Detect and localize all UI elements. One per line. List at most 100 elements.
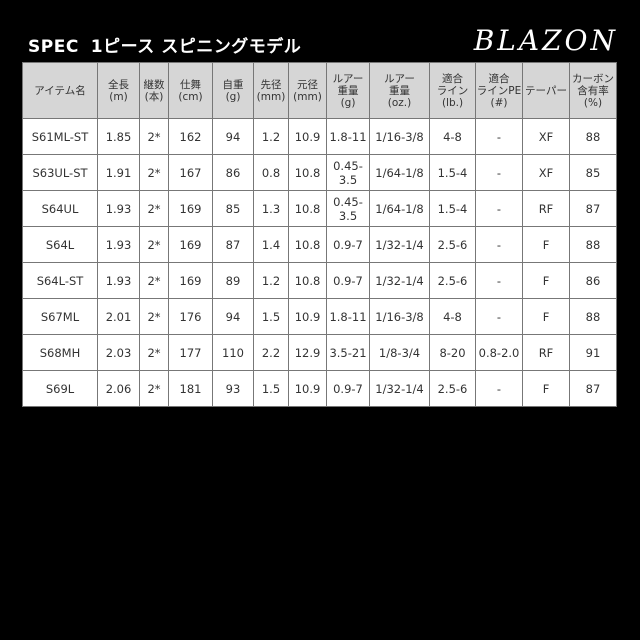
table-cell: 169 <box>168 226 213 263</box>
table-cell: 162 <box>168 118 213 155</box>
table-cell: F <box>522 298 570 335</box>
column-header: 全長 (m) <box>97 62 140 119</box>
item-name-cell: S61ML-ST <box>22 118 98 155</box>
table-cell: 2* <box>139 298 169 335</box>
table-cell: - <box>475 298 523 335</box>
table-cell: 2* <box>139 262 169 299</box>
table-cell: 93 <box>212 370 254 407</box>
item-name-cell: S64UL <box>22 190 98 227</box>
table-cell: 2.03 <box>97 334 140 371</box>
table-cell: 10.9 <box>288 298 327 335</box>
table-cell: 169 <box>168 190 213 227</box>
table-cell: 85 <box>569 154 617 191</box>
column-header: 自重 (g) <box>212 62 254 119</box>
table-cell: - <box>475 118 523 155</box>
table-cell: 88 <box>569 298 617 335</box>
brand-logo: BLAZON <box>473 24 618 57</box>
table-cell: 1/8-3/4 <box>369 334 430 371</box>
table-cell: - <box>475 154 523 191</box>
table-cell: 0.9-7 <box>326 262 370 299</box>
table-cell: 1/64-1/8 <box>369 190 430 227</box>
table-cell: 87 <box>569 190 617 227</box>
table-cell: 8-20 <box>429 334 476 371</box>
table-cell: F <box>522 226 570 263</box>
table-cell: 2.5-6 <box>429 370 476 407</box>
table-cell: 2* <box>139 118 169 155</box>
table-cell: 1.85 <box>97 118 140 155</box>
table-cell: 94 <box>212 118 254 155</box>
table-cell: 1.8-11 <box>326 118 370 155</box>
table-cell: 110 <box>212 334 254 371</box>
table-cell: 177 <box>168 334 213 371</box>
table-cell: - <box>475 370 523 407</box>
spec-label: SPEC <box>28 37 79 57</box>
table-cell: 4-8 <box>429 118 476 155</box>
table-cell: 2* <box>139 370 169 407</box>
table-cell: 10.8 <box>288 190 327 227</box>
table-cell: 169 <box>168 262 213 299</box>
table-cell: XF <box>522 154 570 191</box>
table-cell: 176 <box>168 298 213 335</box>
item-name-cell: S64L <box>22 226 98 263</box>
column-header: ルアー 重量 (g) <box>326 62 370 119</box>
item-name-cell: S68MH <box>22 334 98 371</box>
item-name-cell: S64L-ST <box>22 262 98 299</box>
item-name-cell: S67ML <box>22 298 98 335</box>
table-cell: 1.2 <box>253 118 289 155</box>
table-cell: 2* <box>139 334 169 371</box>
table-cell: 2.2 <box>253 334 289 371</box>
table-cell: 0.8-2.0 <box>475 334 523 371</box>
column-header: 元径 (mm) <box>288 62 327 119</box>
table-cell: 1.93 <box>97 190 140 227</box>
table-cell: 87 <box>569 370 617 407</box>
spec-table: アイテム名 全長 (m) 継数 (本) 仕舞 (cm) 自重 (g) 先径 (mm) 元径 … <box>22 62 617 407</box>
table-cell: 0.8 <box>253 154 289 191</box>
table-cell: F <box>522 370 570 407</box>
table-cell: 1.8-11 <box>326 298 370 335</box>
table-cell: 1.4 <box>253 226 289 263</box>
table-cell: 2* <box>139 154 169 191</box>
header-row: アイテム名 全長 (m) 継数 (本) 仕舞 (cm) 自重 (g) 先径 (mm) 元径 … <box>22 62 617 119</box>
table-cell: 1/32-1/4 <box>369 262 430 299</box>
table-cell: 1.5-4 <box>429 154 476 191</box>
table-cell: 167 <box>168 154 213 191</box>
table-cell: - <box>475 226 523 263</box>
table-cell: 1.91 <box>97 154 140 191</box>
column-header: 適合 ラインPE (#) <box>475 62 523 119</box>
table-cell: 86 <box>212 154 254 191</box>
table-row: S61ML-ST 1.85 2* 162 94 1.2 10.9 1.8-11 1/16-3/8… <box>22 118 617 155</box>
table-cell: 181 <box>168 370 213 407</box>
table-cell: 2.01 <box>97 298 140 335</box>
table-row: S68MH 2.03 2* 177 110 2.2 12.9 3.5-21 1/8-3/4 8-2… <box>22 334 617 371</box>
column-header: アイテム名 <box>22 62 98 119</box>
table-cell: 0.45-3.5 <box>326 190 370 227</box>
table-cell: 10.9 <box>288 370 327 407</box>
table-cell: 89 <box>212 262 254 299</box>
table-cell: 1.93 <box>97 226 140 263</box>
column-header: テーパー <box>522 62 570 119</box>
table-cell: 1.5 <box>253 298 289 335</box>
table-cell: RF <box>522 190 570 227</box>
table-cell: 87 <box>212 226 254 263</box>
column-header: ルアー 重量 (oz.) <box>369 62 430 119</box>
table-cell: 1.5-4 <box>429 190 476 227</box>
table-cell: 94 <box>212 298 254 335</box>
table-cell: 3.5-21 <box>326 334 370 371</box>
table-cell: - <box>475 262 523 299</box>
table-cell: F <box>522 262 570 299</box>
column-header: 継数 (本) <box>139 62 169 119</box>
table-cell: 2.06 <box>97 370 140 407</box>
table-cell: 1.2 <box>253 262 289 299</box>
table-row: S64UL 1.93 2* 169 85 1.3 10.8 0.45-3.5 1/64-1/8 1… <box>22 190 617 227</box>
table-cell: 88 <box>569 226 617 263</box>
item-name-cell: S69L <box>22 370 98 407</box>
table-cell: 10.8 <box>288 154 327 191</box>
table-cell: 91 <box>569 334 617 371</box>
table-cell: 1.5 <box>253 370 289 407</box>
table-cell: RF <box>522 334 570 371</box>
table-cell: 1.3 <box>253 190 289 227</box>
table-cell: 2* <box>139 226 169 263</box>
table-cell: - <box>475 190 523 227</box>
table-cell: XF <box>522 118 570 155</box>
table-cell: 1/64-1/8 <box>369 154 430 191</box>
